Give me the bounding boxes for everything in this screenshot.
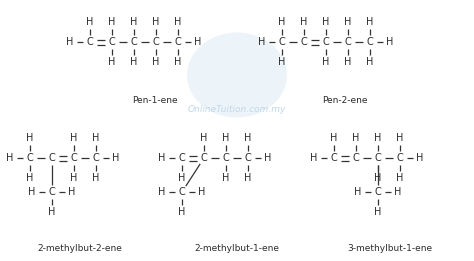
Text: H: H [70, 133, 78, 143]
Text: H: H [158, 187, 166, 197]
Text: H: H [394, 187, 401, 197]
Text: C: C [201, 153, 207, 163]
Text: H: H [174, 57, 182, 67]
Text: H: H [310, 153, 318, 163]
Text: H: H [152, 17, 160, 27]
Text: H: H [244, 173, 252, 183]
Text: C: C [323, 37, 329, 47]
Text: C: C [374, 187, 382, 197]
Text: H: H [92, 133, 100, 143]
Text: Pen-2-ene: Pen-2-ene [322, 96, 368, 105]
Text: H: H [301, 17, 308, 27]
Text: C: C [109, 37, 115, 47]
Text: H: H [109, 57, 116, 67]
Text: H: H [198, 187, 206, 197]
Text: C: C [223, 153, 229, 163]
Text: C: C [153, 37, 159, 47]
Text: H: H [86, 17, 94, 27]
Text: H: H [330, 133, 337, 143]
Text: C: C [345, 37, 351, 47]
Text: H: H [344, 57, 352, 67]
Text: C: C [245, 153, 251, 163]
Text: 2-methylbut-1-ene: 2-methylbut-1-ene [194, 244, 280, 253]
Text: C: C [92, 153, 100, 163]
Ellipse shape [187, 33, 287, 117]
Text: H: H [68, 187, 76, 197]
Text: 3-methylbut-1-ene: 3-methylbut-1-ene [347, 244, 433, 253]
Text: H: H [222, 133, 230, 143]
Text: H: H [109, 17, 116, 27]
Text: H: H [366, 57, 374, 67]
Text: C: C [279, 37, 285, 47]
Text: H: H [396, 173, 404, 183]
Text: H: H [158, 153, 166, 163]
Text: H: H [222, 173, 230, 183]
Text: C: C [374, 153, 382, 163]
Text: H: H [6, 153, 14, 163]
Text: H: H [178, 207, 186, 217]
Text: H: H [70, 173, 78, 183]
Text: H: H [354, 187, 362, 197]
Text: H: H [258, 37, 266, 47]
Text: H: H [322, 57, 330, 67]
Text: 2-methylbut-2-ene: 2-methylbut-2-ene [37, 244, 122, 253]
Text: H: H [92, 173, 100, 183]
Text: H: H [278, 17, 286, 27]
Text: Pen-1-ene: Pen-1-ene [132, 96, 178, 105]
Text: H: H [366, 17, 374, 27]
Text: H: H [244, 133, 252, 143]
Text: C: C [366, 37, 374, 47]
Text: H: H [416, 153, 424, 163]
Text: C: C [353, 153, 359, 163]
Text: C: C [179, 153, 185, 163]
Text: H: H [112, 153, 120, 163]
Text: H: H [27, 133, 34, 143]
Text: C: C [87, 37, 93, 47]
Text: C: C [174, 37, 182, 47]
Text: H: H [352, 133, 360, 143]
Text: H: H [201, 133, 208, 143]
Text: H: H [322, 17, 330, 27]
Text: C: C [131, 37, 137, 47]
Text: C: C [49, 187, 55, 197]
Text: H: H [48, 207, 55, 217]
Text: H: H [344, 17, 352, 27]
Text: H: H [386, 37, 394, 47]
Text: H: H [374, 133, 382, 143]
Text: H: H [194, 37, 202, 47]
Text: C: C [27, 153, 33, 163]
Text: H: H [374, 173, 382, 183]
Text: H: H [152, 57, 160, 67]
Text: H: H [130, 57, 137, 67]
Text: H: H [27, 173, 34, 183]
Text: C: C [71, 153, 77, 163]
Text: H: H [178, 173, 186, 183]
Text: H: H [374, 207, 382, 217]
Text: C: C [397, 153, 403, 163]
Text: H: H [264, 153, 272, 163]
Text: H: H [28, 187, 36, 197]
Text: C: C [49, 153, 55, 163]
Text: OnlineTuition.com.my: OnlineTuition.com.my [188, 105, 286, 115]
Text: C: C [331, 153, 337, 163]
Text: C: C [179, 187, 185, 197]
Text: H: H [278, 57, 286, 67]
Text: H: H [66, 37, 73, 47]
Text: H: H [396, 133, 404, 143]
Text: H: H [174, 17, 182, 27]
Text: C: C [301, 37, 307, 47]
Text: H: H [130, 17, 137, 27]
